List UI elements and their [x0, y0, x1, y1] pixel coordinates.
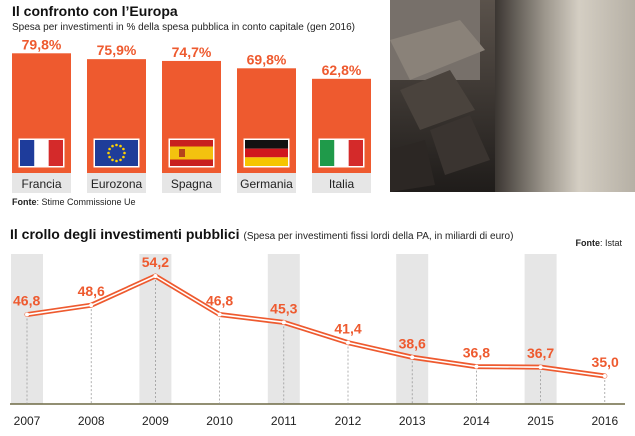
x-tick-label: 2014 [463, 414, 490, 428]
data-point [89, 303, 94, 308]
bar-category-label: Spagna [171, 177, 213, 191]
line-chart-heading: Il crollo degli investimenti pubblici (Sp… [10, 226, 513, 242]
data-value-label: 48,6 [78, 283, 105, 299]
eu-flag-icon [93, 138, 140, 168]
line-chart-investments: Il crollo degli investimenti pubblici (Sp… [10, 226, 625, 428]
bar-value-label: 62,8% [322, 62, 362, 78]
bar-label-band [237, 173, 296, 193]
series-line-inner [26, 275, 606, 377]
x-tick-label: 2012 [335, 414, 362, 428]
data-point [346, 340, 350, 345]
bar-chart-subtitle: Spesa per investimenti in % della spesa … [12, 22, 355, 33]
germany-flag-icon [243, 138, 290, 168]
data-point [25, 312, 29, 317]
bar-category-label: Eurozona [91, 177, 143, 191]
bar-value-label: 74,7% [172, 44, 212, 60]
data-point [410, 355, 415, 360]
year-band [267, 254, 300, 404]
data-point [153, 274, 158, 278]
data-value-label: 46,8 [206, 293, 233, 309]
data-point [474, 364, 479, 369]
bar-label-band [87, 173, 146, 193]
bar-chart-source: Fonte: Stime Commissione Ue [12, 197, 136, 207]
bar-label-band [162, 173, 221, 193]
data-value-label: 36,8 [463, 345, 490, 361]
data-point [281, 320, 286, 325]
series-line-outer [24, 273, 608, 379]
bar-value-label: 75,9% [97, 42, 137, 58]
data-point [217, 312, 222, 317]
x-tick-label: 2011 [271, 414, 297, 428]
bar-category-label: Francia [21, 177, 61, 191]
data-point [538, 365, 543, 370]
year-band [11, 254, 43, 404]
x-tick-label: 2007 [14, 414, 41, 428]
data-value-label: 38,6 [399, 335, 426, 351]
construction-photo [390, 0, 635, 192]
bar-category-label: Germania [240, 177, 293, 191]
x-tick-label: 2013 [399, 414, 426, 428]
x-tick-label: 2010 [206, 414, 233, 428]
bar-value-label: 69,8% [247, 51, 287, 67]
line-chart-source: Fonte: Istat [575, 238, 622, 248]
bar-category-label: Italia [329, 177, 355, 191]
year-band [524, 254, 557, 404]
data-value-label: 35,0 [592, 354, 619, 370]
x-tick-label: 2015 [527, 414, 554, 428]
x-tick-label: 2008 [78, 414, 105, 428]
bar-value-label: 79,8% [22, 36, 62, 52]
italy-flag-icon [318, 138, 365, 168]
data-value-label: 54,2 [142, 254, 169, 270]
data-value-label: 41,4 [334, 321, 361, 337]
bar-chart-title: Il confronto con l’Europa [12, 3, 178, 19]
data-value-label: 36,7 [527, 345, 554, 361]
x-tick-label: 2016 [591, 414, 618, 428]
spain-flag-icon [168, 138, 215, 168]
bar-chart-europe: Il confronto con l’Europa Spesa per inve… [12, 3, 371, 207]
bar-label-band [312, 173, 371, 193]
data-value-label: 46,8 [13, 293, 40, 309]
x-tick-label: 2009 [142, 414, 169, 428]
france-flag-icon [18, 138, 65, 168]
data-value-label: 45,3 [270, 300, 297, 316]
data-point [602, 374, 607, 378]
bar-label-band [12, 173, 71, 193]
